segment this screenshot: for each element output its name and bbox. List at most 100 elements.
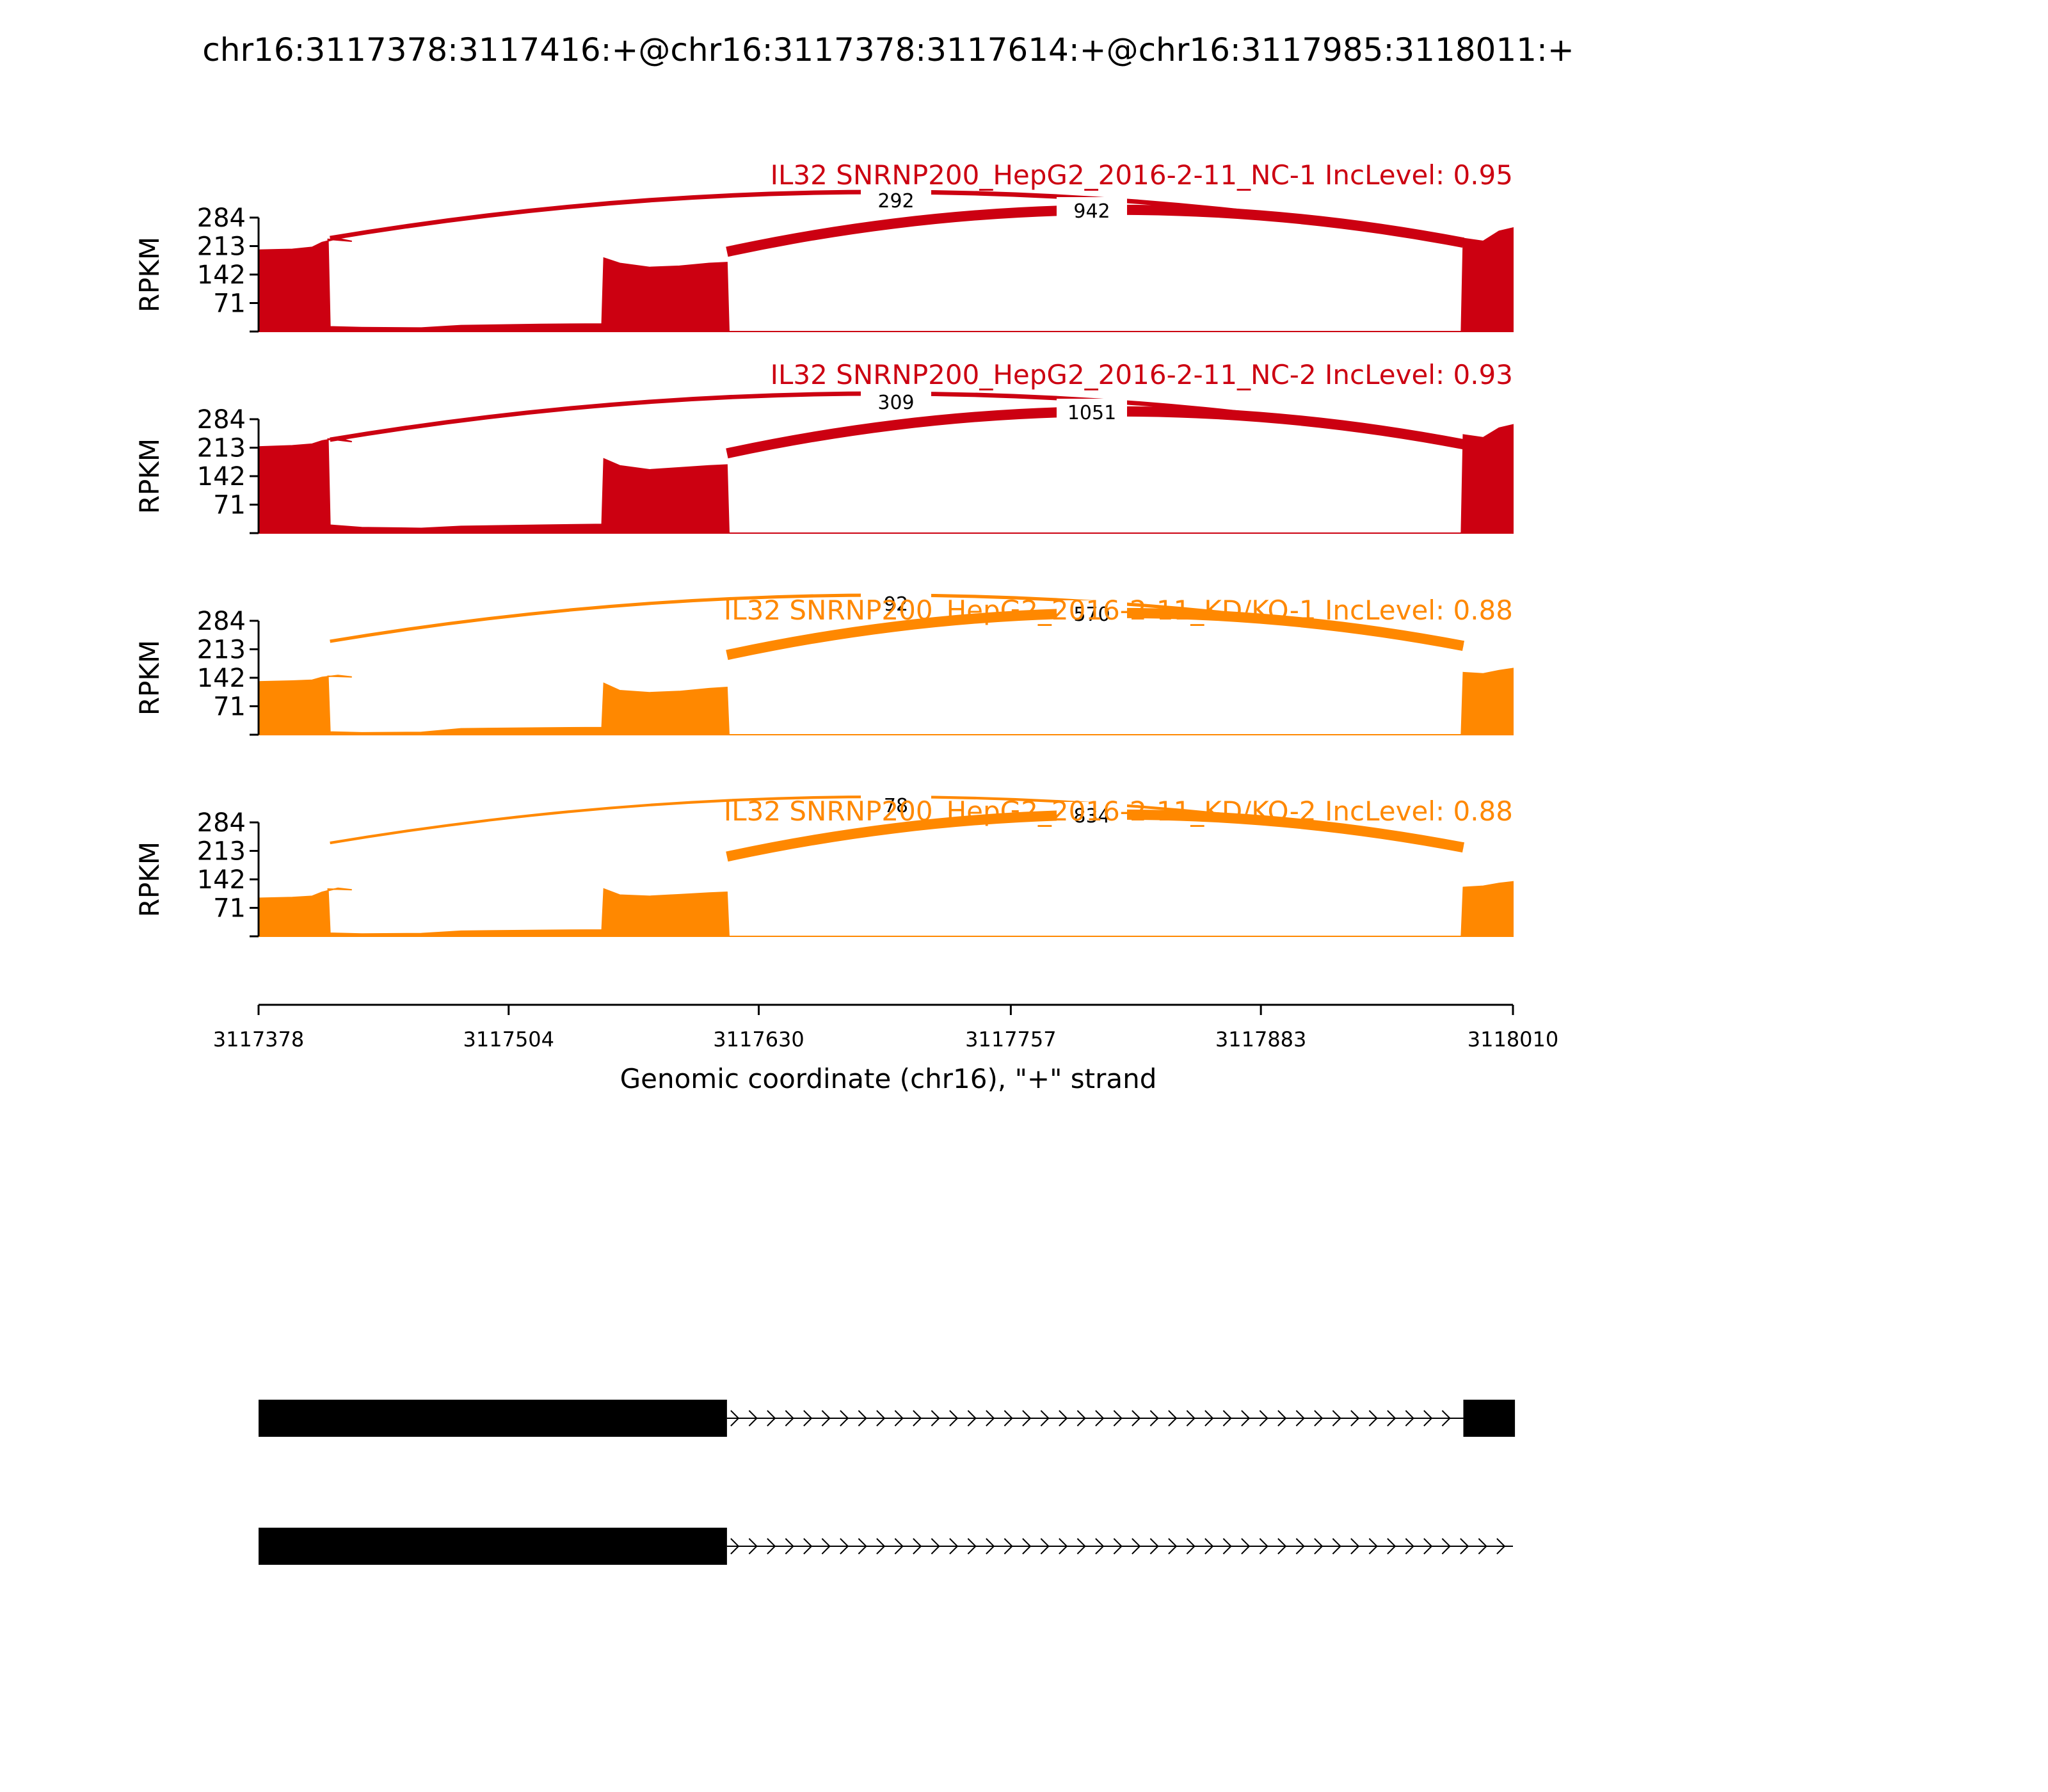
x-axis-label: Genomic coordinate (chr16), "+" strand <box>620 1063 1157 1094</box>
x-tick-label: 3117883 <box>1215 1027 1307 1052</box>
strand-arrow <box>1478 1538 1487 1555</box>
strand-arrow <box>730 1410 740 1427</box>
junction-label-box <box>861 792 931 820</box>
coverage-area <box>258 881 1514 937</box>
strand-arrow <box>1405 1410 1414 1427</box>
strand-arrow <box>1168 1410 1178 1427</box>
x-tick-label: 3117504 <box>463 1027 555 1052</box>
strand-arrow <box>1368 1538 1378 1555</box>
strand-arrow <box>1423 1538 1433 1555</box>
strand-arrow <box>748 1538 758 1555</box>
strand-arrow <box>1149 1410 1159 1427</box>
junction-label-box <box>1057 600 1127 628</box>
strand-arrow <box>1186 1410 1196 1427</box>
strand-arrow <box>1460 1538 1469 1555</box>
panel-title: IL32 SNRNP200_HepG2_2016-2-11_KD/KO-2 In… <box>724 796 1513 827</box>
strand-arrow <box>1368 1410 1378 1427</box>
strand-arrow <box>1295 1410 1305 1427</box>
strand-arrow <box>1149 1538 1159 1555</box>
strand-arrow <box>730 1538 740 1555</box>
junction-count-label: 292 <box>877 190 914 212</box>
y-tick-label: 71 <box>213 894 246 924</box>
strand-arrow <box>1076 1538 1086 1555</box>
strand-arrow <box>931 1410 940 1427</box>
y-axis-label: RPKM <box>134 640 165 716</box>
strand-arrow <box>931 1538 940 1555</box>
strand-arrow <box>840 1410 849 1427</box>
y-tick-label: 213 <box>197 232 246 262</box>
y-tick-label: 284 <box>197 808 246 838</box>
strand-arrow <box>894 1410 904 1427</box>
isoform-tracks <box>259 1400 1516 1565</box>
y-axis-label: RPKM <box>134 438 165 514</box>
strand-arrow <box>785 1538 794 1555</box>
x-tick-label: 3117378 <box>213 1027 305 1052</box>
strand-arrow <box>986 1410 995 1427</box>
strand-arrow <box>1405 1538 1414 1555</box>
y-tick-label: 284 <box>197 405 246 435</box>
strand-arrow <box>1222 1410 1232 1427</box>
strand-arrow <box>1095 1538 1105 1555</box>
strand-arrow <box>876 1410 886 1427</box>
panel-title: IL32 SNRNP200_HepG2_2016-2-11_NC-2 IncLe… <box>771 359 1513 390</box>
strand-arrow <box>1222 1538 1232 1555</box>
strand-arrow <box>803 1410 813 1427</box>
coverage-area <box>258 227 1514 332</box>
strand-arrow <box>1022 1538 1032 1555</box>
strand-arrow <box>1204 1538 1214 1555</box>
strand-arrow <box>803 1538 813 1555</box>
strand-arrow <box>1241 1538 1251 1555</box>
strand-arrow <box>967 1538 977 1555</box>
x-tick-label: 3117630 <box>713 1027 804 1052</box>
y-tick-label: 71 <box>213 491 246 520</box>
coverage-area <box>258 424 1514 534</box>
strand-arrow <box>913 1410 922 1427</box>
strand-arrow <box>1441 1410 1451 1427</box>
x-tick-label: 3117757 <box>965 1027 1057 1052</box>
y-tick-label: 142 <box>197 260 246 290</box>
strand-arrow <box>1004 1538 1013 1555</box>
strand-arrow <box>821 1538 831 1555</box>
strand-arrow <box>1496 1538 1506 1555</box>
junction-label-box <box>861 590 931 618</box>
strand-arrow <box>1186 1538 1196 1555</box>
strand-arrow <box>1113 1410 1123 1427</box>
strand-arrow <box>1332 1538 1341 1555</box>
junction-count-label: 309 <box>877 392 914 414</box>
junction-count-label: 1051 <box>1068 402 1116 424</box>
junction-count-label: 570 <box>1073 604 1110 626</box>
strand-arrow <box>1095 1410 1105 1427</box>
strand-arrow <box>1040 1538 1050 1555</box>
strand-arrow <box>1040 1410 1050 1427</box>
junction-label-box <box>861 388 931 417</box>
strand-arrow <box>949 1410 959 1427</box>
strand-arrow <box>1277 1410 1287 1427</box>
strand-arrow <box>1113 1538 1123 1555</box>
junction-count-label: 942 <box>1073 200 1110 223</box>
y-tick-label: 71 <box>213 692 246 722</box>
y-axis-label: RPKM <box>134 237 165 312</box>
strand-arrow <box>767 1410 776 1427</box>
y-axis-label: RPKM <box>134 842 165 917</box>
strand-arrow <box>1076 1410 1086 1427</box>
panel-title: IL32 SNRNP200_HepG2_2016-2-11_NC-1 IncLe… <box>771 159 1513 191</box>
y-tick-label: 71 <box>213 289 246 319</box>
isoform-1 <box>259 1400 1516 1437</box>
y-tick-label: 213 <box>197 837 246 867</box>
strand-arrow <box>1059 1410 1068 1427</box>
strand-arrow <box>1204 1410 1214 1427</box>
strand-arrow <box>1259 1538 1268 1555</box>
strand-arrow <box>821 1410 831 1427</box>
y-tick-label: 284 <box>197 607 246 636</box>
strand-arrow <box>1387 1538 1396 1555</box>
strand-arrow <box>1241 1410 1251 1427</box>
y-tick-label: 142 <box>197 664 246 693</box>
exon-block <box>259 1400 727 1437</box>
junction-count-label: 92 <box>884 593 908 616</box>
strand-arrow <box>1295 1538 1305 1555</box>
